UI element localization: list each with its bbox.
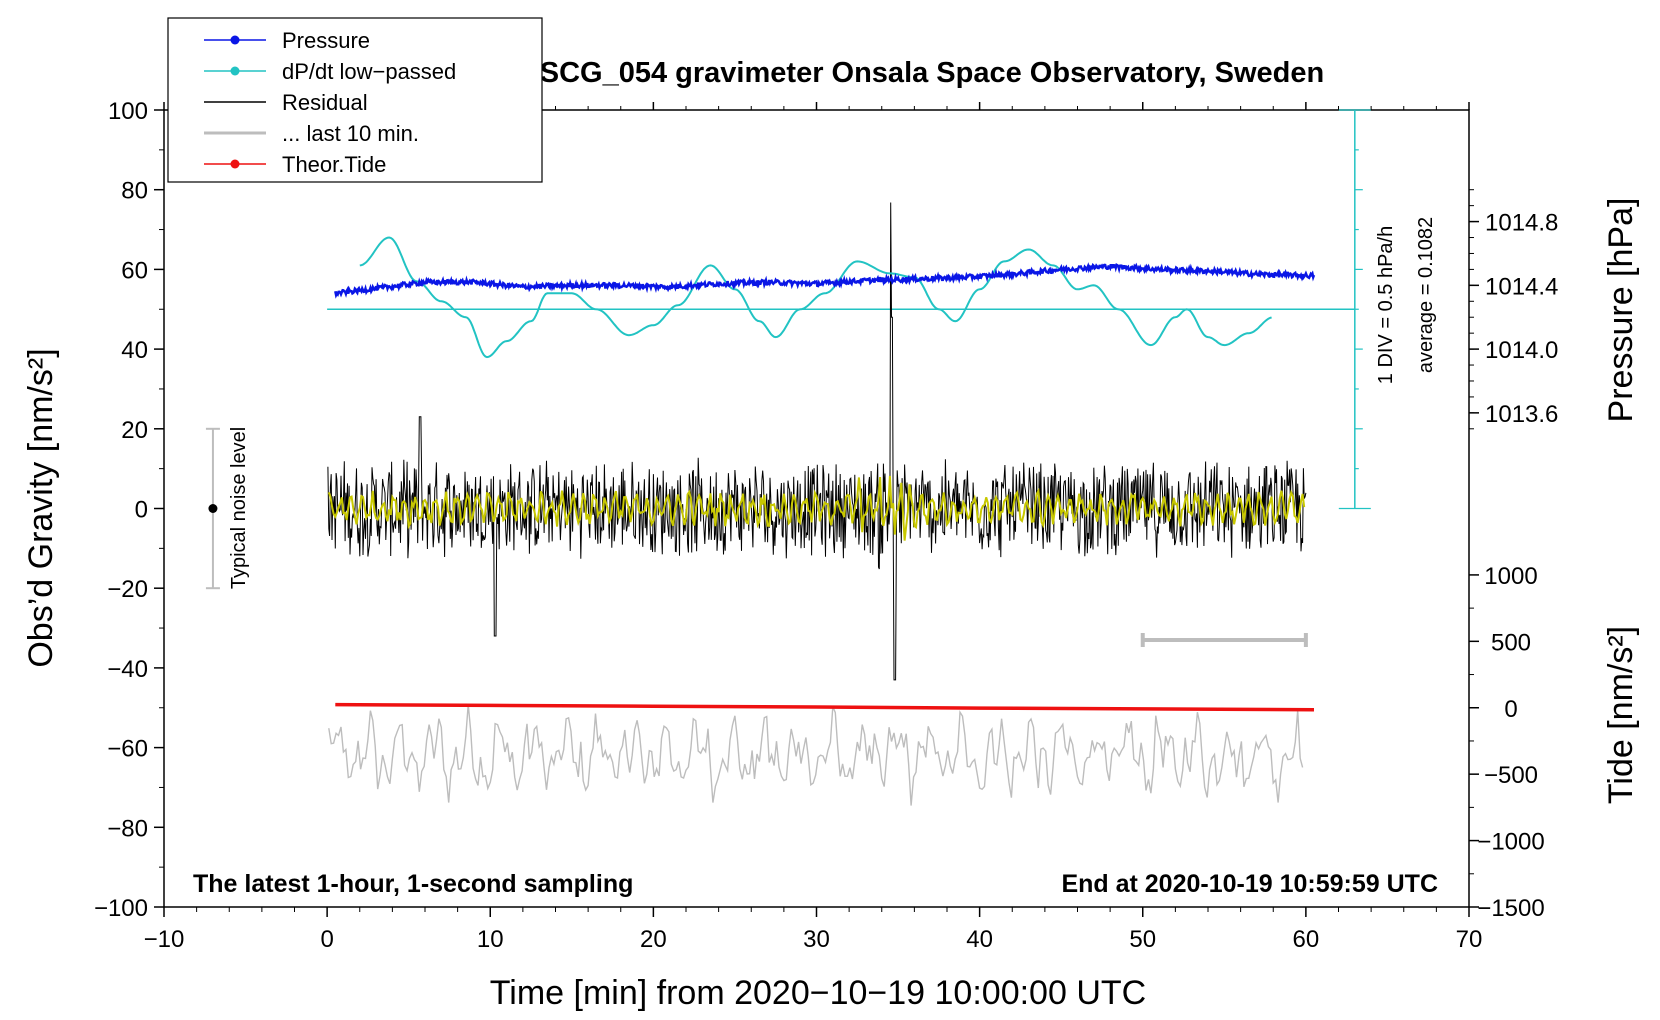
legend-label: ... last 10 min. [282,121,419,146]
y-tick-label: 100 [108,98,148,125]
legend-label: Residual [282,90,368,115]
legend-label: dP/dt low−passed [282,59,456,84]
y-axis-right-pressure-title: Pressure [hPa] [1602,198,1640,423]
y-axis-right-tide-title: Tide [nm/s²] [1602,626,1640,804]
noise-level-dot [208,504,218,513]
axis-labels: −10 0 10 20 30 40 50 60 70−100−80−60−40−20020406… [94,98,1558,953]
dpdt-scale-label: 1 DIV = 0.5 hPa/h [1375,226,1397,384]
y-tick-label: 60 [121,257,148,284]
legend-marker [230,35,240,45]
y-tick-label: −40 [107,656,148,683]
y-tick-label: 0 [135,497,148,524]
chart-title: SCG_054 gravimeter Onsala Space Observat… [540,57,1324,89]
pressure-tick-label: 1014.0 [1485,337,1558,364]
theoretical-tide-line [335,702,1315,712]
pressure-tick-label: 1014.4 [1485,273,1558,300]
last-10-min-line [328,704,1304,806]
x-tick-label: 10 [477,926,504,953]
legend: Pressure dP/dt low−passed Residual ... last… [167,17,543,183]
tide-tick-label: 0 [1504,696,1517,723]
y-tick-label: 40 [121,337,148,364]
x-tick-label: −10 [144,926,185,953]
noise-level-label: Typical noise level [228,427,250,589]
residual-smoothed-line [327,475,1306,541]
x-tick-label: 70 [1456,926,1483,953]
y-tick-label: 80 [121,178,148,205]
pressure-line [334,262,1316,299]
footer-left-note: The latest 1-hour, 1-second sampling [193,870,633,898]
residual-line [327,202,1307,681]
footer-right-note: End at 2020-10-19 10:59:59 UTC [1061,870,1438,898]
tide-tick-label: 1000 [1484,563,1537,590]
x-axis-title: Time [min] from 2020−10−19 10:00:00 UTC [490,974,1146,1012]
legend-label: Theor.Tide [282,152,386,177]
legend-label: Pressure [282,28,370,53]
dpdt-average-label: average = 0.1082 [1415,217,1437,373]
y-tick-label: −60 [107,736,148,763]
tide-tick-label: −500 [1484,762,1538,789]
y-tick-label: −20 [107,576,148,603]
x-tick-label: 20 [640,926,667,953]
pressure-tick-label: 1013.6 [1485,401,1558,428]
legend-marker [230,66,240,76]
y-tick-label: −100 [94,895,148,922]
legend-box [167,17,543,183]
x-tick-label: 30 [803,926,830,953]
y-tick-label: 20 [121,417,148,444]
x-tick-label: 40 [966,926,993,953]
tide-tick-label: 500 [1491,629,1531,656]
series-layer [205,109,1371,806]
y-axis-left-title: Obs’d Gravity [nm/s²] [22,348,60,667]
x-tick-label: 0 [320,926,333,953]
x-tick-label: 60 [1293,926,1320,953]
legend-marker [230,159,240,169]
dpdt-line [359,236,1272,359]
x-tick-label: 50 [1129,926,1156,953]
y-tick-label: −80 [107,815,148,842]
tide-tick-label: −1000 [1477,829,1544,856]
tide-tick-label: −1500 [1477,895,1544,922]
pressure-tick-label: 1014.8 [1485,210,1558,237]
